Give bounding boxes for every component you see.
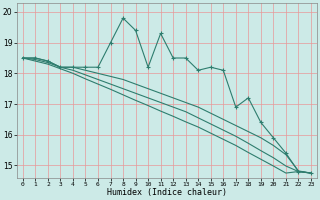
X-axis label: Humidex (Indice chaleur): Humidex (Indice chaleur) bbox=[107, 188, 227, 197]
